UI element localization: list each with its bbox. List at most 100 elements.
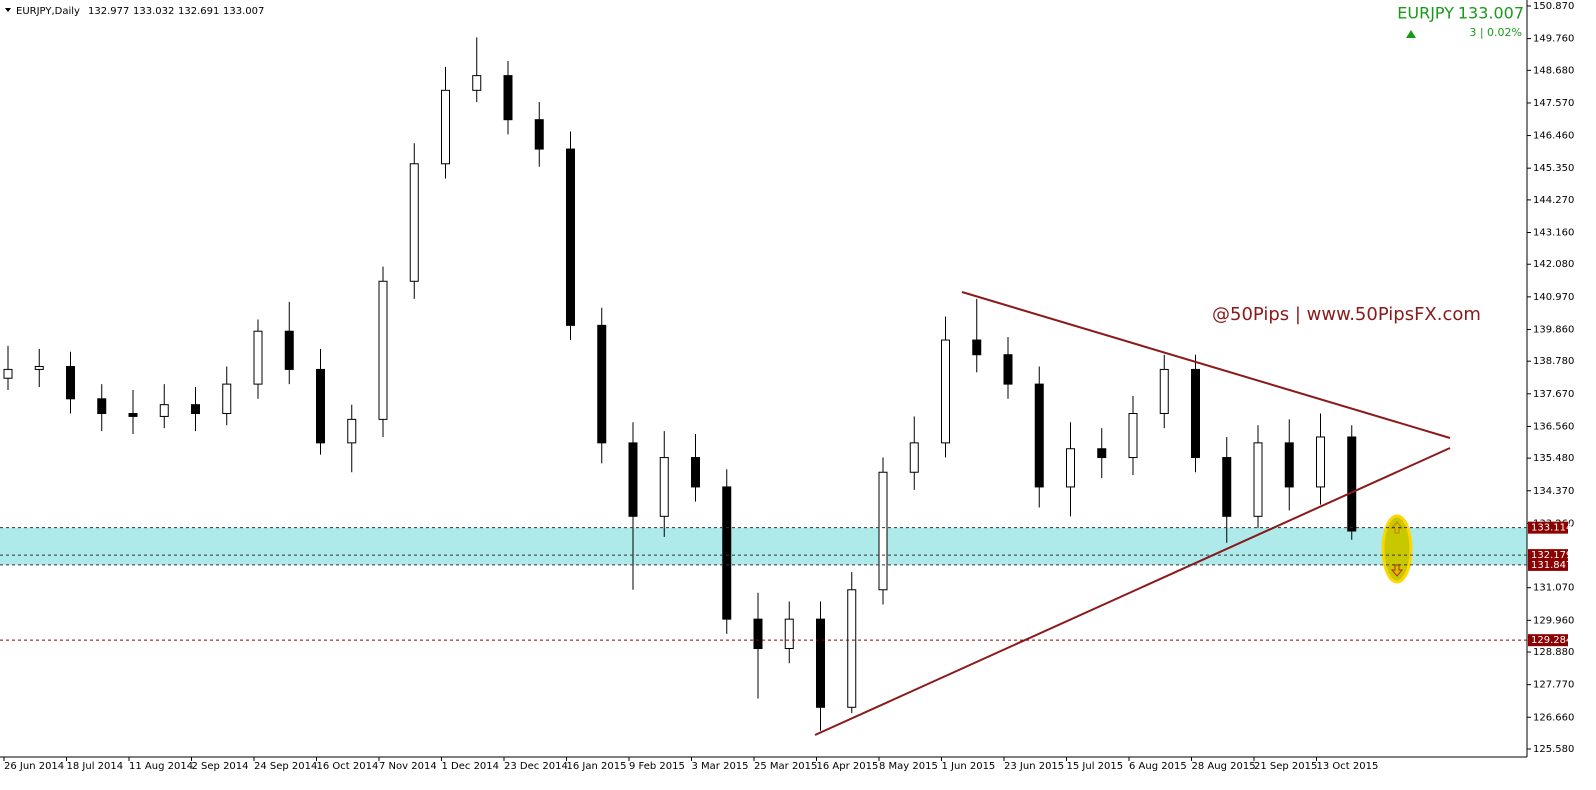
candle-body (628, 442, 638, 517)
candle-body (128, 412, 138, 417)
y-tick-label: 139.860 (1533, 324, 1574, 335)
y-tick-label: 143.160 (1533, 228, 1574, 239)
y-tick-label: 148.680 (1533, 65, 1574, 76)
candle-body (691, 457, 700, 488)
header-value: 133.007 (223, 6, 264, 17)
level-label: 132.179 (1531, 550, 1572, 561)
candle-body (191, 404, 200, 414)
x-tick-label: 28 Aug 2015 (1192, 761, 1256, 772)
candle-body (847, 589, 857, 708)
level-label: 131.847 (1531, 560, 1572, 571)
header-value: 132.977 (88, 6, 129, 17)
x-tick-label: 16 Oct 2014 (317, 761, 379, 772)
candle-body (1222, 457, 1232, 517)
symbol-title: EURJPY,Daily (16, 6, 80, 17)
y-tick-label: 127.770 (1533, 680, 1574, 691)
y-tick-label: 138.780 (1533, 356, 1574, 367)
x-tick-label: 25 Mar 2015 (754, 761, 817, 772)
trend-line (814, 447, 1451, 736)
candle-body (816, 618, 825, 708)
candle-body (347, 418, 357, 444)
x-tick-label: 6 Aug 2015 (1129, 761, 1187, 772)
candle-body (972, 339, 982, 356)
candle-body (1347, 436, 1357, 532)
x-tick-label: 8 May 2015 (879, 761, 938, 772)
x-tick-label: 21 Sep 2015 (1254, 761, 1317, 772)
y-tick-label: 147.570 (1533, 98, 1574, 109)
x-tick-label: 7 Nov 2014 (379, 761, 437, 772)
level-box (1528, 521, 1568, 534)
level-label: 129.284 (1531, 635, 1572, 646)
candle-body (941, 339, 950, 444)
x-tick-label: 1 Dec 2014 (442, 761, 500, 772)
candle-body (878, 471, 888, 591)
level-box (1528, 558, 1568, 571)
candle-body (1159, 368, 1169, 414)
candle-body (597, 324, 607, 444)
candle-body (66, 365, 75, 400)
candle-body (34, 365, 44, 370)
highlight-ellipse (1381, 514, 1413, 584)
candle-body (3, 368, 13, 379)
y-tick-label: 136.560 (1533, 421, 1574, 432)
candle-body (159, 404, 169, 417)
y-tick-label: 145.350 (1533, 163, 1574, 174)
y-tick-label: 128.880 (1533, 647, 1574, 658)
x-tick-label: 16 Apr 2015 (817, 761, 879, 772)
candle-body (441, 89, 450, 165)
candle-body (534, 119, 544, 150)
candle-body (909, 442, 919, 473)
x-tick-label: 23 Dec 2014 (504, 761, 568, 772)
candle-body (1253, 442, 1263, 517)
candle-body (659, 457, 669, 517)
y-tick-label: 142.080 (1533, 259, 1574, 270)
last-price: 133.007 (1458, 4, 1524, 23)
candle-body (222, 383, 232, 414)
candle-body (722, 486, 732, 620)
x-tick-label: 24 Sep 2014 (254, 761, 317, 772)
x-tick-label: 9 Feb 2015 (629, 761, 685, 772)
y-tick-label: 125.580 (1533, 744, 1574, 755)
candle-body (1003, 354, 1013, 385)
candle-body (566, 148, 575, 326)
level-box (1528, 634, 1568, 647)
candle-body (1284, 442, 1294, 488)
watermark: @50Pips | www.50PipsFX.com (1212, 304, 1481, 325)
candle-body (97, 398, 107, 414)
candle-body (1128, 412, 1138, 459)
candle-body (1034, 383, 1044, 488)
y-tick-label: 135.480 (1533, 453, 1574, 464)
y-tick-label: 129.960 (1533, 615, 1574, 626)
price-change: 3 | 0.02% (1469, 26, 1522, 39)
menu-icon (5, 8, 11, 12)
y-tick-label: 144.270 (1533, 195, 1574, 206)
y-tick-label: 150.870 (1533, 1, 1574, 12)
y-tick-label: 149.760 (1533, 34, 1574, 45)
candle-body (1097, 448, 1107, 459)
zone-layer (0, 527, 1527, 565)
candle-body (378, 280, 388, 420)
arrow-down (1390, 564, 1404, 577)
support-zone (0, 527, 1527, 565)
level-box (1528, 549, 1568, 562)
candle-body (784, 618, 794, 650)
candle-body (253, 330, 263, 385)
x-tick-label: 2 Sep 2014 (192, 761, 249, 772)
header-values: 132.977 133.032 132.691 133.007 (88, 6, 264, 17)
level-label: 133.114 (1531, 523, 1572, 534)
candle-body (1191, 368, 1200, 459)
candle-body (284, 330, 294, 370)
y-tick-label: 137.670 (1533, 389, 1574, 400)
arrow-up (1390, 521, 1404, 534)
header-value: 132.691 (178, 6, 219, 17)
y-tick-label: 140.970 (1533, 292, 1574, 303)
candle-body (316, 368, 325, 444)
y-tick-label: 131.070 (1533, 583, 1574, 594)
y-tick-label: 146.460 (1533, 131, 1574, 142)
x-tick-label: 3 Mar 2015 (692, 761, 749, 772)
x-tick-label: 1 Jun 2015 (942, 761, 996, 772)
candle-body (472, 75, 482, 91)
candle-body (409, 163, 419, 282)
